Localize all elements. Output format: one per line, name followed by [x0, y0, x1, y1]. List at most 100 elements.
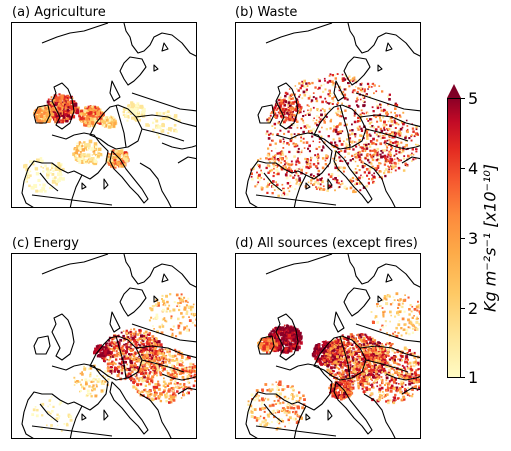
emission-cell [290, 110, 292, 112]
emission-cell [270, 113, 272, 115]
emission-cell [382, 152, 384, 154]
emission-cell [339, 160, 341, 162]
emission-cell [383, 121, 386, 124]
emission-cell [300, 127, 302, 129]
emission-cell [287, 131, 289, 133]
emission-cell [174, 124, 177, 127]
emission-cell [292, 111, 294, 113]
emission-cell [365, 340, 367, 342]
emission-cell [331, 363, 333, 365]
emission-cell [390, 141, 392, 143]
emission-cell [332, 74, 334, 76]
emission-cell [128, 348, 130, 350]
emission-cell [176, 386, 178, 388]
emission-cell [57, 425, 59, 427]
emission-cell [331, 93, 333, 95]
emission-cell [130, 372, 132, 374]
emission-cell [335, 160, 337, 162]
emission-cell [298, 161, 300, 163]
emission-cell [321, 85, 323, 87]
emission-cell [325, 356, 327, 358]
emission-cell [159, 392, 162, 395]
emission-cell [116, 350, 118, 352]
emission-cell [313, 96, 315, 98]
emission-cell [275, 148, 277, 150]
emission-cell [341, 103, 343, 105]
emission-cell [376, 101, 378, 103]
emission-cell [158, 350, 160, 352]
emission-cell [40, 115, 43, 118]
emission-cell [329, 90, 331, 92]
emission-cell [186, 304, 188, 306]
emission-cell [131, 368, 134, 371]
emission-cell [25, 181, 27, 183]
emission-cell [138, 111, 140, 113]
emission-cell [154, 389, 156, 391]
emission-cell [165, 295, 168, 298]
emission-cell [58, 179, 61, 182]
emission-cell [89, 140, 93, 144]
emission-cell [81, 371, 83, 373]
emission-cell [274, 116, 277, 119]
emission-cell [291, 103, 293, 105]
emission-cell [69, 106, 73, 110]
emission-cell [355, 136, 357, 138]
emission-cell [130, 346, 132, 348]
emission-cell [84, 378, 87, 381]
emission-cell [164, 361, 167, 364]
emission-cell [156, 314, 159, 317]
emission-cell [188, 357, 190, 359]
emission-cell [313, 141, 315, 143]
coastline-path [52, 366, 74, 370]
emission-cell [278, 99, 280, 101]
emission-cell [273, 175, 275, 177]
emission-cell [188, 306, 191, 309]
emission-cell [313, 355, 316, 358]
emission-cell [61, 430, 63, 432]
emission-cell [288, 107, 290, 109]
emission-cell [271, 158, 273, 160]
emission-cell [398, 124, 400, 126]
emission-cell [67, 109, 70, 112]
emission-cell [66, 117, 69, 120]
emission-cell [291, 107, 294, 110]
emission-cell [80, 384, 82, 386]
emission-cell [290, 337, 292, 339]
emission-cell [371, 86, 373, 88]
emission-cell [159, 352, 162, 355]
emission-cell [349, 130, 351, 132]
emission-cell [160, 343, 163, 346]
emission-cell [148, 369, 150, 371]
emission-cell [336, 181, 338, 183]
emission-cell [113, 157, 116, 160]
emission-cell [354, 184, 356, 186]
emission-cell [403, 155, 405, 157]
emission-cell [376, 154, 378, 156]
emission-cell [337, 339, 340, 342]
emission-cell [51, 410, 54, 413]
emission-cell [145, 123, 149, 127]
emission-cell [80, 113, 83, 116]
emission-cell [274, 123, 277, 126]
emission-cell [108, 125, 111, 128]
emission-cell [157, 381, 159, 383]
emission-cell [376, 139, 378, 141]
emission-cell [83, 118, 85, 120]
emission-cell [163, 368, 166, 371]
emission-cell [183, 394, 185, 396]
emission-cell [374, 132, 376, 134]
emission-cell [260, 170, 262, 172]
emission-cell [299, 167, 301, 169]
emission-cell [351, 124, 353, 126]
emission-cell [333, 366, 335, 368]
emission-cell [360, 89, 362, 91]
emission-cell [98, 148, 101, 151]
emission-cell [271, 330, 273, 332]
emission-cell [76, 143, 78, 145]
emission-cell [135, 331, 137, 333]
emission-cell [331, 97, 334, 100]
emission-cell [278, 159, 280, 161]
emission-cell [338, 368, 340, 370]
emission-cell [352, 375, 354, 377]
emission-cell [394, 155, 396, 157]
